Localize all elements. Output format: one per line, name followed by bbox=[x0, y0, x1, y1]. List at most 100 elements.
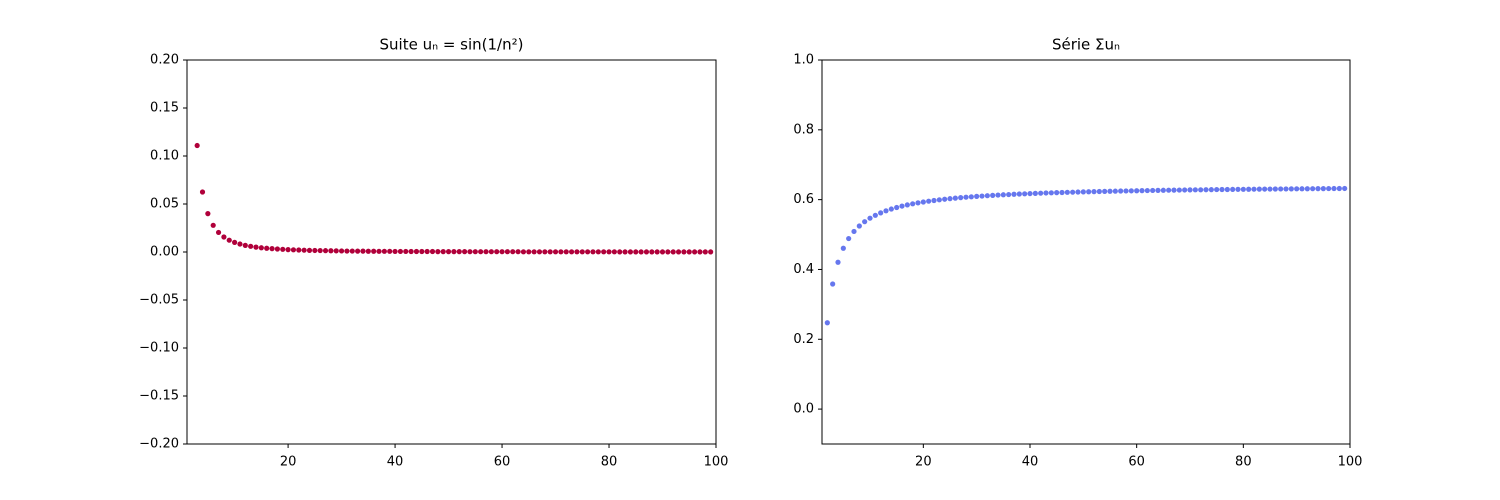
point bbox=[194, 142, 200, 149]
point bbox=[1342, 185, 1348, 192]
point bbox=[536, 249, 543, 255]
point bbox=[617, 249, 623, 255]
point bbox=[462, 249, 468, 255]
point bbox=[552, 249, 559, 255]
point bbox=[1139, 188, 1145, 194]
point bbox=[659, 249, 666, 255]
point bbox=[824, 320, 830, 326]
point bbox=[440, 249, 446, 255]
y-tick-label: 0.15 bbox=[150, 101, 179, 116]
point bbox=[1128, 188, 1134, 194]
point bbox=[830, 281, 836, 287]
point bbox=[199, 189, 206, 195]
point bbox=[413, 248, 420, 255]
point bbox=[451, 249, 457, 255]
point bbox=[872, 212, 878, 218]
point bbox=[1160, 187, 1166, 193]
point bbox=[435, 249, 441, 255]
point bbox=[242, 242, 248, 248]
point bbox=[424, 248, 430, 255]
point bbox=[563, 249, 569, 255]
point bbox=[601, 249, 607, 255]
point bbox=[1144, 187, 1150, 194]
point bbox=[403, 248, 409, 255]
point bbox=[1155, 187, 1161, 193]
x-tick-label: 80 bbox=[1235, 455, 1252, 470]
y-tick-label: −0.05 bbox=[139, 293, 179, 308]
point bbox=[654, 249, 660, 255]
point bbox=[1267, 186, 1273, 192]
point bbox=[1331, 185, 1337, 192]
point bbox=[1219, 186, 1225, 193]
point bbox=[1187, 187, 1193, 193]
point bbox=[1086, 189, 1092, 195]
point bbox=[504, 249, 510, 255]
point bbox=[1299, 186, 1305, 192]
point bbox=[643, 249, 650, 255]
point bbox=[952, 195, 958, 201]
point bbox=[984, 193, 990, 199]
point bbox=[531, 249, 537, 255]
point bbox=[1315, 186, 1321, 192]
point bbox=[627, 249, 634, 255]
point bbox=[692, 249, 698, 255]
point bbox=[472, 249, 478, 255]
point bbox=[1251, 186, 1257, 192]
y-tick-label: 0.6 bbox=[793, 192, 814, 207]
point bbox=[515, 249, 521, 255]
point bbox=[1294, 186, 1300, 192]
point bbox=[1070, 189, 1076, 195]
point bbox=[467, 249, 473, 255]
y-tick-label: 0.8 bbox=[793, 122, 814, 137]
point bbox=[408, 248, 414, 255]
point bbox=[1134, 188, 1140, 194]
point bbox=[1230, 186, 1236, 193]
point bbox=[338, 248, 345, 254]
point bbox=[1075, 189, 1081, 195]
point bbox=[1016, 191, 1022, 197]
point bbox=[995, 192, 1001, 198]
point bbox=[1048, 190, 1054, 196]
point bbox=[590, 249, 596, 255]
point bbox=[1123, 188, 1129, 194]
chart-title: Série Σuₙ bbox=[1052, 36, 1120, 54]
point bbox=[1059, 189, 1065, 196]
point bbox=[947, 196, 953, 202]
point bbox=[568, 249, 575, 255]
point bbox=[936, 197, 942, 203]
point bbox=[979, 193, 985, 199]
point bbox=[595, 249, 601, 255]
point bbox=[1027, 190, 1033, 197]
y-tick-label: 0.20 bbox=[150, 53, 179, 68]
point bbox=[574, 249, 580, 255]
point bbox=[237, 241, 243, 247]
point bbox=[840, 245, 846, 251]
point bbox=[878, 210, 884, 216]
x-tick-label: 60 bbox=[1128, 455, 1145, 470]
point bbox=[835, 259, 841, 265]
point bbox=[622, 249, 628, 255]
point bbox=[1256, 186, 1262, 192]
point bbox=[1278, 186, 1284, 192]
point bbox=[312, 247, 318, 254]
point bbox=[558, 249, 564, 255]
point bbox=[958, 195, 964, 201]
point bbox=[488, 249, 494, 255]
point bbox=[328, 248, 334, 254]
point bbox=[1054, 190, 1060, 196]
point bbox=[520, 249, 527, 255]
point bbox=[301, 247, 307, 253]
point bbox=[226, 237, 232, 243]
point bbox=[670, 249, 676, 255]
point bbox=[1235, 186, 1241, 192]
point bbox=[1198, 187, 1204, 193]
point bbox=[205, 211, 211, 217]
y-tick-label: 0.10 bbox=[150, 149, 179, 164]
point bbox=[968, 194, 974, 200]
point bbox=[638, 249, 644, 255]
point bbox=[963, 194, 969, 200]
point bbox=[483, 249, 489, 255]
y-tick-label: 0.2 bbox=[793, 332, 814, 347]
point bbox=[1240, 186, 1246, 192]
